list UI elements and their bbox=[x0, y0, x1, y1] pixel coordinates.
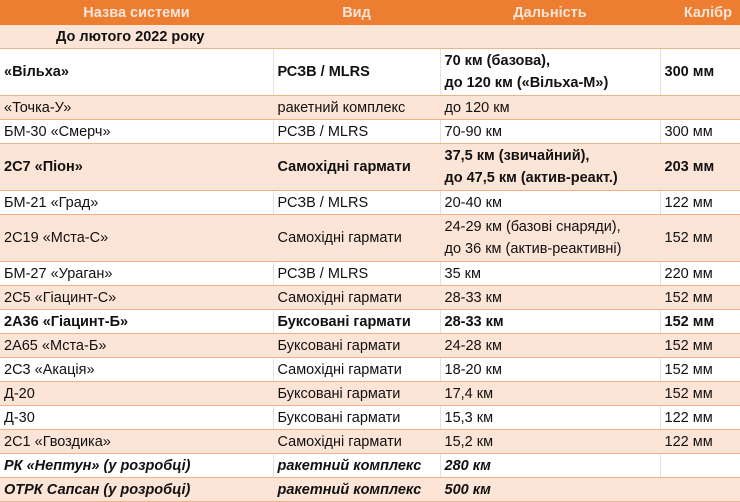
table-row: БМ-21 «Град» РСЗВ / MLRS 20-40 км 122 мм bbox=[0, 190, 740, 215]
range-line: до 47,5 км (актив-реакт.) bbox=[444, 170, 618, 186]
system-name: 2С3 «Акація» bbox=[0, 357, 273, 382]
system-caliber: 152 мм bbox=[659, 381, 740, 406]
system-range: 18-20 км bbox=[439, 357, 660, 382]
header-caliber: Калібр bbox=[660, 0, 740, 25]
system-range: 500 км bbox=[439, 477, 660, 502]
system-name: «Точка-У» bbox=[0, 95, 273, 120]
system-caliber: 220 мм bbox=[659, 261, 740, 286]
system-caliber: 152 мм bbox=[659, 214, 740, 262]
system-range: 70-90 км bbox=[439, 119, 660, 144]
system-caliber: 152 мм bbox=[659, 333, 740, 358]
system-range: 15,2 км bbox=[439, 429, 660, 454]
system-name: Д-30 bbox=[0, 405, 273, 430]
system-caliber: 203 мм bbox=[659, 143, 740, 191]
system-caliber: 152 мм bbox=[659, 357, 740, 382]
range-line: до 120 км («Вільха-М») bbox=[444, 75, 609, 91]
system-name: БМ-21 «Град» bbox=[0, 190, 273, 215]
system-caliber: 300 мм bbox=[659, 119, 740, 144]
range-line: 37,5 км (звичайний), bbox=[444, 148, 590, 164]
system-type: ракетний комплекс bbox=[272, 95, 440, 120]
header-type: Вид bbox=[273, 0, 440, 25]
system-type: Самохідні гармати bbox=[272, 285, 440, 310]
system-range: 37,5 км (звичайний), до 47,5 км (актив-ре… bbox=[439, 143, 660, 191]
system-type: Буксовані гармати bbox=[272, 333, 440, 358]
system-name: БМ-30 «Смерч» bbox=[0, 119, 273, 144]
system-caliber: 152 мм bbox=[659, 309, 740, 334]
system-caliber bbox=[659, 453, 740, 478]
system-range: 15,3 км bbox=[439, 405, 660, 430]
range-line: 24-29 км (базові снаряди), bbox=[444, 219, 621, 235]
system-range: 24-28 км bbox=[439, 333, 660, 358]
system-caliber: 300 мм bbox=[659, 48, 740, 96]
system-name: 2С1 «Гвоздика» bbox=[0, 429, 273, 454]
system-name: РК «Нептун» (у розробці) bbox=[0, 453, 273, 478]
table-row: 2С5 «Гіацинт-С» Самохідні гармати 28-33 … bbox=[0, 285, 740, 310]
header-row: Назва системи Вид Дальність Калібр bbox=[0, 0, 740, 25]
system-caliber bbox=[659, 477, 740, 502]
system-range: 280 км bbox=[439, 453, 660, 478]
system-type: РСЗВ / MLRS bbox=[272, 119, 440, 144]
table-row: БМ-30 «Смерч» РСЗВ / MLRS 70-90 км 300 м… bbox=[0, 119, 740, 144]
system-caliber: 122 мм bbox=[659, 405, 740, 430]
range-line: 70 км (базова), bbox=[444, 53, 551, 69]
system-range: 17,4 км bbox=[439, 381, 660, 406]
system-type: Самохідні гармати bbox=[272, 429, 440, 454]
system-type: Буксовані гармати bbox=[272, 381, 440, 406]
table-row: РК «Нептун» (у розробці) ракетний компле… bbox=[0, 453, 740, 478]
system-type: Самохідні гармати bbox=[272, 357, 440, 382]
system-caliber bbox=[659, 95, 740, 120]
system-range: 20-40 км bbox=[439, 190, 660, 215]
system-range: 35 км bbox=[439, 261, 660, 286]
system-name: 2А65 «Мста-Б» bbox=[0, 333, 273, 358]
table-row: «Вільха» РСЗВ / MLRS 70 км (базова), до 1… bbox=[0, 48, 740, 96]
section-row: До лютого 2022 року bbox=[0, 24, 740, 49]
system-name: «Вільха» bbox=[0, 48, 273, 96]
table-row: 2С3 «Акація» Самохідні гармати 18-20 км … bbox=[0, 357, 740, 382]
system-range: 28-33 км bbox=[439, 309, 660, 334]
system-type: РСЗВ / MLRS bbox=[272, 190, 440, 215]
system-name: 2С19 «Мста-С» bbox=[0, 214, 273, 262]
system-type: ракетний комплекс bbox=[272, 477, 440, 502]
table-row: 2С19 «Мста-С» Самохідні гармати 24-29 км… bbox=[0, 214, 740, 262]
system-name: 2С7 «Піон» bbox=[0, 143, 273, 191]
range-line: до 36 км (актив-реактивні) bbox=[444, 241, 622, 257]
system-range: 70 км (базова), до 120 км («Вільха-М») bbox=[439, 48, 660, 96]
system-name: Д-20 bbox=[0, 381, 273, 406]
system-name: 2А36 «Гіацинт-Б» bbox=[0, 309, 273, 334]
system-name: ОТРК Сапсан (у розробці) bbox=[0, 477, 273, 502]
header-name: Назва системи bbox=[0, 0, 273, 25]
table-row: ОТРК Сапсан (у розробці) ракетний компле… bbox=[0, 477, 740, 502]
system-caliber: 122 мм bbox=[659, 190, 740, 215]
system-range: до 120 км bbox=[439, 95, 660, 120]
system-type: ракетний комплекс bbox=[272, 453, 440, 478]
table-row: 2А36 «Гіацинт-Б» Буксовані гармати 28-33… bbox=[0, 309, 740, 334]
system-caliber: 152 мм bbox=[659, 285, 740, 310]
section-label: До лютого 2022 року bbox=[0, 24, 740, 49]
system-type: РСЗВ / MLRS bbox=[272, 261, 440, 286]
table-row: «Точка-У» ракетний комплекс до 120 км bbox=[0, 95, 740, 120]
system-type: Самохідні гармати bbox=[272, 214, 440, 262]
system-caliber: 122 мм bbox=[659, 429, 740, 454]
system-name: БМ-27 «Ураган» bbox=[0, 261, 273, 286]
system-name: 2С5 «Гіацинт-С» bbox=[0, 285, 273, 310]
system-type: Буксовані гармати bbox=[272, 405, 440, 430]
header-range: Дальність bbox=[440, 0, 660, 25]
table-row: 2С1 «Гвоздика» Самохідні гармати 15,2 км… bbox=[0, 429, 740, 454]
table-row: Д-20 Буксовані гармати 17,4 км 152 мм bbox=[0, 381, 740, 406]
table-row: 2С7 «Піон» Самохідні гармати 37,5 км (зв… bbox=[0, 143, 740, 191]
system-type: РСЗВ / MLRS bbox=[272, 48, 440, 96]
system-type: Самохідні гармати bbox=[272, 143, 440, 191]
table-row: БМ-27 «Ураган» РСЗВ / MLRS 35 км 220 мм bbox=[0, 261, 740, 286]
system-range: 28-33 км bbox=[439, 285, 660, 310]
table-row: Д-30 Буксовані гармати 15,3 км 122 мм bbox=[0, 405, 740, 430]
system-type: Буксовані гармати bbox=[272, 309, 440, 334]
system-range: 24-29 км (базові снаряди), до 36 км (акти… bbox=[439, 214, 660, 262]
table-row: 2А65 «Мста-Б» Буксовані гармати 24-28 км… bbox=[0, 333, 740, 358]
